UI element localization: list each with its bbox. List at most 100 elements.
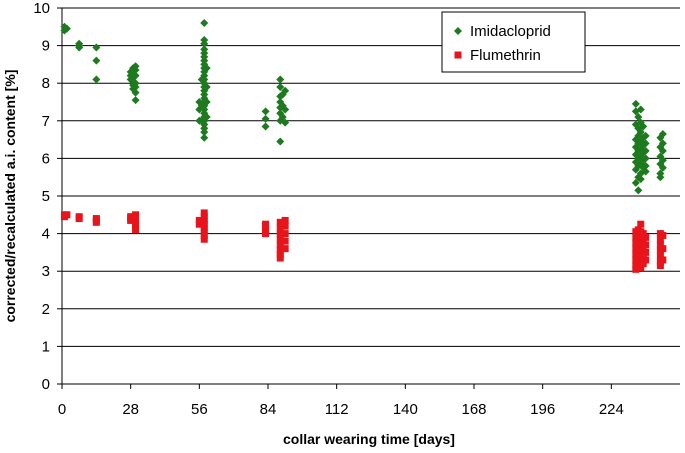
point-imidacloprid	[92, 75, 101, 84]
y-tick-label: 0	[42, 376, 50, 393]
y-tick-labels: 0 1 2 3 4 5 6 7 8 9 10	[33, 0, 50, 393]
point-imidacloprid	[200, 133, 209, 142]
point-flumethrin	[281, 230, 289, 238]
point-flumethrin	[642, 233, 650, 241]
x-tick-label: 112	[325, 401, 349, 418]
point-imidacloprid	[200, 128, 209, 137]
point-flumethrin	[92, 218, 100, 226]
point-imidacloprid	[92, 43, 101, 52]
point-flumethrin	[276, 230, 284, 238]
point-imidacloprid	[62, 24, 71, 33]
point-flumethrin	[281, 237, 289, 245]
point-flumethrin	[200, 231, 208, 239]
point-flumethrin	[262, 224, 270, 232]
point-imidacloprid	[75, 43, 84, 52]
point-imidacloprid	[261, 114, 270, 123]
point-flumethrin	[659, 256, 667, 264]
point-imidacloprid	[281, 118, 290, 127]
point-flumethrin	[276, 241, 284, 249]
point-imidacloprid	[131, 88, 140, 97]
y-tick-label: 5	[42, 188, 50, 205]
point-flumethrin	[637, 241, 645, 249]
point-flumethrin	[642, 241, 650, 249]
point-imidacloprid	[261, 107, 270, 116]
point-flumethrin	[276, 235, 284, 243]
point-imidacloprid	[631, 178, 640, 187]
point-imidacloprid	[641, 131, 650, 140]
y-tick-label: 1	[42, 338, 50, 355]
point-imidacloprid	[261, 122, 270, 131]
point-flumethrin	[200, 209, 208, 217]
point-flumethrin	[276, 250, 284, 258]
x-tick-label: 140	[393, 401, 418, 418]
point-flumethrin	[200, 235, 208, 243]
data-points	[60, 19, 667, 273]
point-flumethrin	[132, 226, 140, 234]
point-flumethrin	[656, 262, 664, 270]
point-flumethrin	[63, 211, 71, 219]
point-imidacloprid	[636, 175, 645, 184]
point-flumethrin	[642, 256, 650, 264]
axes	[57, 7, 680, 389]
point-flumethrin	[637, 233, 645, 241]
x-tick-label: 224	[599, 401, 624, 418]
point-imidacloprid	[131, 96, 140, 105]
point-flumethrin	[200, 213, 208, 221]
point-imidacloprid	[202, 113, 211, 122]
point-flumethrin	[127, 216, 135, 224]
point-imidacloprid	[276, 82, 285, 91]
x-tick-label: 28	[122, 401, 139, 418]
legend-box	[441, 11, 586, 73]
x-tick-label: 84	[260, 401, 277, 418]
point-flumethrin	[132, 218, 140, 226]
point-flumethrin	[195, 220, 203, 228]
x-tick-label: 196	[530, 401, 555, 418]
point-imidacloprid	[281, 86, 290, 95]
legend-label-imidacloprid: Imidacloprid	[470, 23, 551, 40]
point-flumethrin	[656, 241, 664, 249]
legend-label-flumethrin: Flumethrin	[470, 47, 541, 64]
point-flumethrin	[276, 247, 284, 255]
grid-lines	[62, 7, 680, 347]
point-imidacloprid	[276, 137, 285, 146]
point-imidacloprid	[634, 186, 643, 195]
point-flumethrin	[639, 245, 647, 253]
point-flumethrin	[281, 222, 289, 230]
y-axis-title: corrected/recalculated a.i. content [%]	[2, 70, 18, 323]
legend-marker-imidacloprid	[454, 27, 462, 35]
point-imidacloprid	[641, 154, 650, 163]
point-imidacloprid	[641, 139, 650, 148]
point-flumethrin	[262, 220, 270, 228]
point-imidacloprid	[197, 101, 206, 110]
point-flumethrin	[634, 237, 642, 245]
point-flumethrin	[656, 235, 664, 243]
point-flumethrin	[276, 254, 284, 262]
y-tick-label: 7	[42, 113, 50, 130]
point-flumethrin	[276, 218, 284, 226]
point-imidacloprid	[197, 75, 206, 84]
point-imidacloprid	[202, 82, 211, 91]
point-imidacloprid	[92, 56, 101, 65]
point-imidacloprid	[200, 19, 209, 28]
point-imidacloprid	[658, 139, 667, 148]
x-tick-label: 168	[461, 401, 486, 418]
point-imidacloprid	[281, 105, 290, 114]
point-flumethrin	[639, 230, 647, 238]
point-flumethrin	[200, 228, 208, 236]
point-flumethrin	[200, 224, 208, 232]
point-flumethrin	[262, 230, 270, 238]
point-flumethrin	[132, 215, 140, 223]
point-imidacloprid	[202, 98, 211, 106]
y-tick-label: 6	[42, 150, 50, 167]
legend: Imidacloprid Flumethrin	[441, 11, 586, 73]
point-flumethrin	[281, 216, 289, 224]
point-flumethrin	[637, 220, 645, 228]
point-imidacloprid	[131, 66, 140, 75]
point-imidacloprid	[197, 116, 206, 125]
point-flumethrin	[132, 211, 140, 219]
point-imidacloprid	[634, 113, 643, 122]
y-tick-label: 9	[42, 38, 50, 55]
point-imidacloprid	[658, 156, 667, 165]
point-flumethrin	[642, 248, 650, 256]
